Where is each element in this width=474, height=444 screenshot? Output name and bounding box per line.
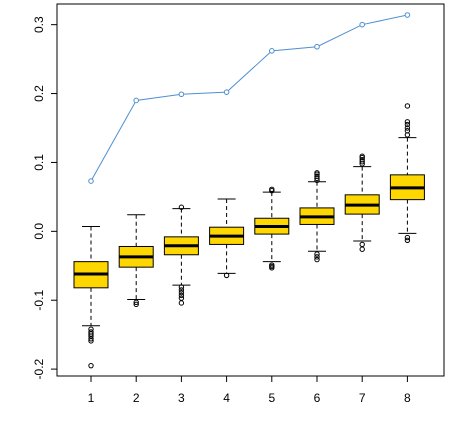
outlier-point [314,173,320,179]
x-tick-label: 6 [314,391,321,405]
outlier-point [314,254,320,260]
outlier-point [178,287,185,293]
x-axis: 1 2 3 4 5 6 7 8 [88,376,411,405]
outlier-point [178,284,185,290]
outlier-point [404,125,411,131]
series-point [223,89,230,95]
box-5 [254,186,290,271]
series-point [404,12,411,18]
y-tick-label: 0.3 [32,16,46,33]
outlier-point [404,128,411,134]
boxes-group [73,103,425,369]
box-2 [118,214,154,308]
x-tick-label: 3 [178,391,185,405]
box-1 [73,226,109,369]
plot-frame [56,3,445,377]
y-tick-label: -0.1 [32,290,46,311]
outlier-point [359,153,365,159]
outlier-point [88,338,94,344]
x-tick-label: 7 [359,391,366,405]
box-6 [299,170,335,263]
outlier-point [88,362,94,369]
outlier-point [178,292,185,299]
outlier-point [314,251,320,257]
outlier-point [359,241,365,248]
y-tick-label: 0.1 [32,154,46,171]
y-tick-label: 0.0 [32,223,46,240]
outlier-point [223,272,230,279]
outlier-point [88,336,94,342]
outlier-point [178,204,185,210]
outlier-point [359,246,365,252]
outlier-point [314,170,320,176]
series-point [314,43,320,50]
x-tick-label: 1 [88,391,95,405]
outlier-point [133,301,139,308]
outlier-point [269,265,275,271]
line-series-group [88,12,411,184]
y-tick-label: -0.2 [32,358,46,379]
outlier-point [178,289,185,296]
series-point [88,178,94,184]
y-axis: -0.2 -0.1 0.0 0.1 0.2 0.3 [32,16,57,379]
box-7 [344,153,380,252]
box-3 [163,204,199,306]
x-tick-label: 2 [133,391,140,405]
series-point [359,21,366,28]
box-8 [389,103,425,243]
outlier-point [404,121,411,128]
outlier-point [404,119,411,125]
outlier-point [133,299,139,305]
x-tick-label: 5 [268,391,275,405]
x-tick-label: 4 [223,391,230,405]
x-tick-label: 8 [404,391,411,405]
outlier-point [404,234,411,241]
series-line [90,14,408,182]
outlier-point [178,300,185,306]
box-4 [209,198,245,279]
outlier-point [404,237,411,243]
outlier-point [314,256,320,263]
y-tick-label: 0.2 [32,85,46,102]
series-point [269,48,275,54]
series-point [178,91,185,98]
outlier-point [269,186,275,193]
outlier-point [404,103,411,109]
outlier-point [359,156,365,163]
outlier-point [178,295,185,301]
series-point [133,97,139,104]
